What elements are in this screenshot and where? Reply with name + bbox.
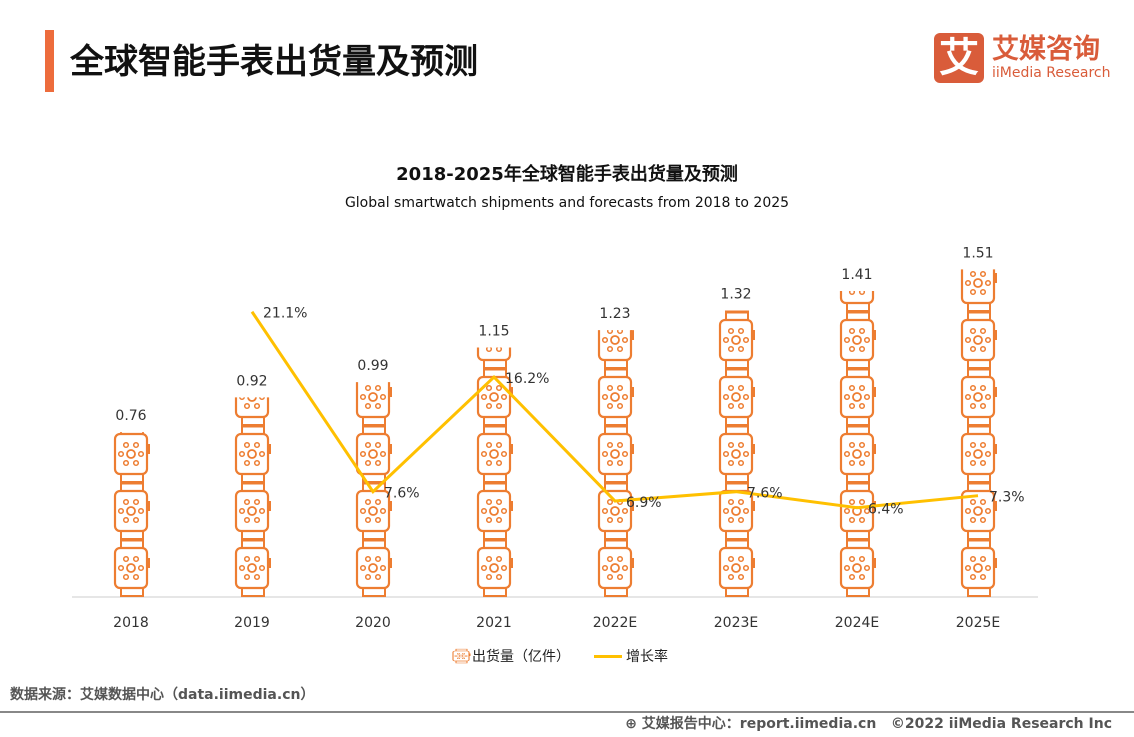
smartwatch-icon <box>113 432 152 484</box>
growth-label: 6.9% <box>626 495 662 511</box>
smartwatch-icon <box>452 648 472 664</box>
growth-label: 7.3% <box>989 490 1025 506</box>
bar-value-label: 1.41 <box>841 267 872 283</box>
iimedia-logo: 艾 艾媒咨询 iiMedia Research <box>934 33 1111 83</box>
growth-label: 21.1% <box>263 306 307 322</box>
smartwatch-icon <box>718 539 757 597</box>
page-title: 全球智能手表出货量及预测 <box>70 42 478 82</box>
legend: 出货量（亿件） 增长率 <box>450 646 668 666</box>
copyright: ©2022 iiMedia Research Inc <box>890 716 1112 732</box>
report-link[interactable]: 艾媒报告中心：report.iimedia.cn <box>641 716 877 732</box>
x-tick-label: 2021 <box>476 615 512 631</box>
smartwatch-icon <box>476 425 515 484</box>
bar-value-label: 0.76 <box>115 408 146 424</box>
smartwatch-icon <box>355 539 394 598</box>
x-tick-label: 2020 <box>355 615 391 631</box>
x-tick-label: 2025E <box>956 615 1000 631</box>
smartwatch-icon <box>234 425 273 484</box>
smartwatch-icon <box>113 482 152 541</box>
smartwatch-icon <box>839 425 878 484</box>
data-source: 数据来源：艾媒数据中心（data.iimedia.cn） <box>10 687 315 703</box>
smartwatch-icon <box>599 256 634 312</box>
title-accent-bar <box>45 30 54 92</box>
smartwatch-icon <box>478 256 513 312</box>
bar-value-label: 1.15 <box>478 323 509 339</box>
smartwatch-icon <box>476 539 515 598</box>
smartwatch-icon <box>476 347 515 370</box>
smartwatch-icon <box>841 199 876 255</box>
smartwatch-icon <box>839 368 878 427</box>
smartwatch-icon <box>839 291 878 313</box>
bar-value-label: 0.92 <box>236 373 267 389</box>
chart-title: 2018-2025年全球智能手表出货量及预测 <box>396 164 738 185</box>
smartwatch-icon <box>597 368 636 427</box>
smartwatch-icon <box>718 425 757 484</box>
logo-en: iiMedia Research <box>992 65 1111 81</box>
legend-growth: 增长率 <box>626 649 668 665</box>
growth-label: 7.6% <box>384 486 420 502</box>
bar-value-label: 1.32 <box>720 287 751 303</box>
x-tick-label: 2019 <box>234 615 270 631</box>
footer: ⊕ 艾媒报告中心：report.iimedia.cn ©2022 iiMedia… <box>625 713 1112 733</box>
bar-value-label: 1.23 <box>599 306 630 322</box>
footer-divider <box>0 711 1134 713</box>
bar-2024E <box>839 199 878 597</box>
smartwatch-icon <box>718 310 757 313</box>
smartwatch-icon <box>718 368 757 427</box>
smartwatch-icon <box>960 311 999 370</box>
smartwatch-icon <box>960 539 999 597</box>
legend-line-swatch <box>594 654 622 658</box>
smartwatch-icon <box>476 482 515 541</box>
bar-value-label: 1.51 <box>962 245 993 261</box>
growth-label: 7.6% <box>747 486 783 502</box>
x-tick-label: 2018 <box>113 615 149 631</box>
bar-2023E <box>718 199 757 597</box>
x-tick-label: 2023E <box>714 615 758 631</box>
smartwatch-icon <box>960 425 999 484</box>
legend-shipments: 出货量（亿件） <box>472 649 570 665</box>
smartwatch-icon <box>960 269 999 313</box>
smartwatch-icon <box>720 199 755 255</box>
globe-icon: ⊕ <box>625 716 637 732</box>
smartwatch-icon <box>718 311 757 370</box>
logo-mark: 艾 <box>934 33 984 83</box>
smartwatch-icon <box>355 382 394 427</box>
smartwatch-icon <box>839 311 878 370</box>
smartwatch-icon <box>234 482 273 541</box>
smartwatch-icon <box>839 539 878 597</box>
smartwatch-icon <box>597 425 636 484</box>
smartwatch-icon <box>597 539 636 597</box>
bar-2018 <box>113 432 152 597</box>
x-tick-label: 2022E <box>593 615 637 631</box>
bar-2019 <box>234 397 273 597</box>
bar-2021 <box>476 256 515 598</box>
smartwatch-icon <box>113 539 152 597</box>
smartwatch-icon <box>960 368 999 427</box>
bar-value-label: 0.99 <box>357 358 388 374</box>
bar-2020 <box>355 382 394 598</box>
growth-label: 6.4% <box>868 502 904 518</box>
smartwatch-icon <box>234 539 273 597</box>
logo-cn: 艾媒咨询 <box>992 34 1100 65</box>
chart-subtitle: Global smartwatch shipments and forecast… <box>344 195 790 211</box>
x-tick-label: 2024E <box>835 615 879 631</box>
growth-label: 16.2% <box>505 371 549 387</box>
